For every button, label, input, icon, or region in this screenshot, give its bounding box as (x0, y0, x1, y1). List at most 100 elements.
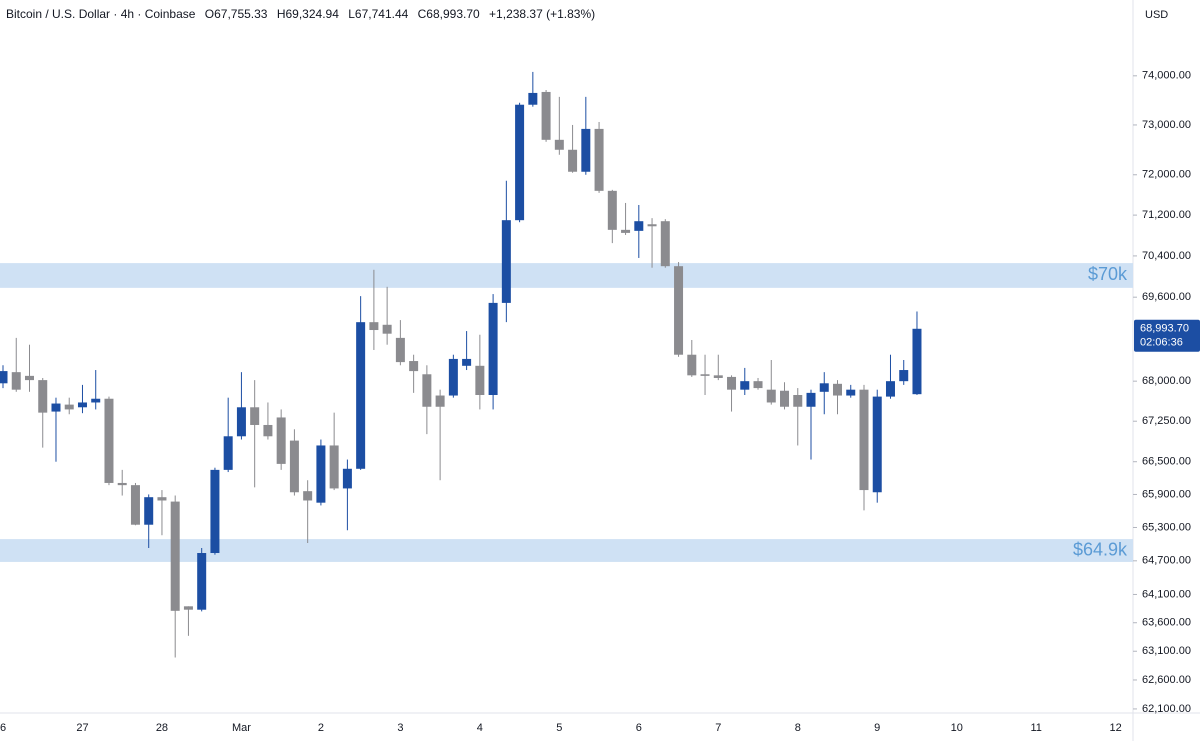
last-price-countdown: 02:06:36 (1140, 337, 1183, 349)
candle-body (329, 445, 339, 489)
symbol-title: Bitcoin / U.S. Dollar · 4h · Coinbase (6, 7, 196, 21)
candle-body (475, 365, 485, 396)
candle-body (303, 491, 313, 501)
x-tick-label: 11 (1030, 722, 1041, 734)
x-tick-label: 2 (318, 722, 324, 734)
candle-body (462, 358, 472, 366)
y-tick-label: 74,000.00 (1142, 70, 1191, 82)
candle-body (528, 92, 538, 105)
candle-body (859, 389, 869, 491)
candle-body (554, 139, 564, 150)
candle-body (91, 398, 101, 403)
y-tick-label: 68,000.00 (1142, 375, 1191, 387)
candle-body (263, 424, 273, 437)
candle-body (64, 404, 74, 410)
y-tick-label: 65,900.00 (1142, 488, 1191, 500)
candle-body (422, 374, 432, 407)
candle-body (448, 358, 458, 396)
candle-body (356, 322, 366, 469)
candle-body (899, 370, 909, 382)
candle-body (210, 469, 220, 554)
candle-body (223, 436, 233, 470)
candle-body (515, 104, 525, 221)
candle-body (647, 224, 657, 227)
candle-body (568, 149, 578, 172)
y-tick-label: 64,100.00 (1142, 588, 1191, 600)
candle-body (342, 468, 352, 489)
candle-body (236, 407, 246, 437)
x-tick-label: 8 (795, 722, 801, 734)
candle-body (766, 389, 776, 403)
x-tick-label: 10 (951, 722, 963, 734)
candle-body (780, 390, 790, 407)
ohlc-close: C68,993.70 (417, 7, 480, 21)
candle-body (541, 91, 551, 140)
candle-body (369, 322, 379, 331)
candle-body (912, 328, 922, 395)
candle-body (621, 229, 631, 233)
candle-body (250, 407, 260, 425)
y-tick-label: 72,000.00 (1142, 169, 1191, 181)
candles (0, 71, 922, 658)
x-tick-label: 4 (477, 722, 483, 734)
candle-body (674, 266, 684, 355)
candle-body (660, 221, 670, 267)
ohlc-high: H69,324.94 (276, 7, 339, 21)
x-tick-label: 7 (715, 722, 721, 734)
currency-button[interactable]: USD (1145, 9, 1169, 21)
y-tick-label: 65,300.00 (1142, 521, 1191, 533)
x-tick-label: 3 (397, 722, 403, 734)
y-tick-label: 71,200.00 (1142, 209, 1191, 221)
x-tick-label: 6 (0, 722, 6, 734)
y-tick-label: 62,600.00 (1142, 674, 1191, 686)
candle-body (740, 381, 750, 390)
candle-body (435, 395, 445, 407)
y-tick-label: 69,600.00 (1142, 291, 1191, 303)
x-tick-label: Mar (232, 722, 251, 734)
y-tick-label: 64,700.00 (1142, 555, 1191, 567)
candle-body (117, 482, 127, 486)
candle-body (594, 128, 604, 191)
candle-body (806, 392, 816, 407)
candle-body (382, 324, 392, 334)
candle-body (409, 361, 419, 372)
y-tick-label: 67,250.00 (1142, 415, 1191, 427)
candle-body (104, 398, 114, 483)
y-tick-label: 62,100.00 (1142, 703, 1191, 715)
ohlc-open: O67,755.33 (204, 7, 268, 21)
y-tick-label: 63,600.00 (1142, 617, 1191, 629)
zones: $70k $64.9k (0, 263, 1133, 562)
candle-body (872, 396, 882, 493)
candle-body (713, 375, 723, 378)
x-tick-label: 9 (874, 722, 880, 734)
x-tick-label: 5 (556, 722, 562, 734)
candle-body (488, 302, 498, 396)
chart-header: Bitcoin / U.S. Dollar · 4h · Coinbase O6… (6, 7, 601, 21)
axes: 74,000.00 73,000.00 72,000.00 71,200.00 70,4… (0, 70, 1200, 734)
candle-body (289, 440, 299, 493)
candle-body (395, 337, 405, 363)
x-tick-label: 28 (156, 722, 168, 734)
candle-body (144, 497, 154, 525)
candle-body (170, 501, 180, 611)
candle-body (197, 553, 207, 610)
candle-body (846, 389, 856, 396)
ohlc-low: L67,741.44 (348, 7, 409, 21)
candle-body (819, 383, 829, 392)
candle-body (316, 445, 326, 503)
candle-body (0, 371, 8, 384)
candle-body (38, 380, 48, 413)
candle-body (77, 402, 87, 408)
zone-label: $64.9k (1073, 539, 1128, 559)
candle-body (24, 375, 34, 381)
candle-body (51, 403, 61, 412)
candle-body (183, 606, 193, 610)
last-price-label: 68,993.70 (1140, 323, 1189, 335)
candle-body (581, 128, 591, 172)
y-tick-label: 73,000.00 (1142, 119, 1191, 131)
last-price-box (1134, 319, 1200, 352)
candle-body (700, 374, 710, 376)
zone (0, 539, 1133, 562)
